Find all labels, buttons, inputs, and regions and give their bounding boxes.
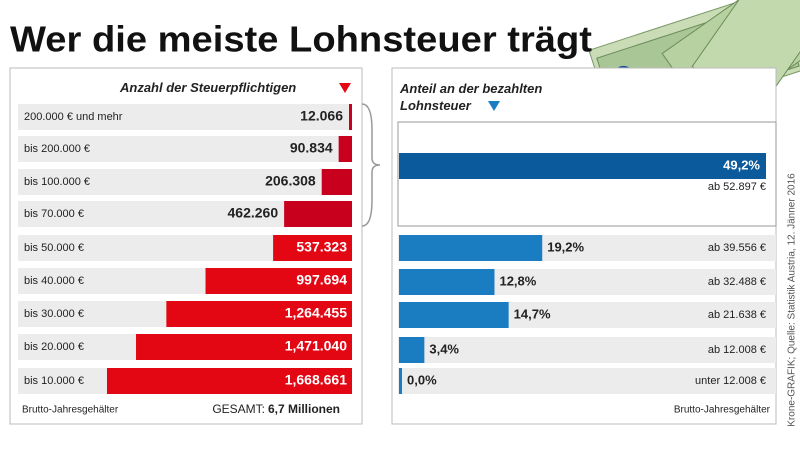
category-label: ab 39.556 €	[708, 242, 766, 254]
bar	[205, 268, 352, 294]
total-label: GESAMT:	[212, 402, 265, 416]
category-label: ab 12.008 €	[708, 344, 766, 356]
bar	[399, 235, 543, 261]
bar	[107, 368, 352, 394]
credit: Krone-GRAFIK; Quelle: Statistik Austria,…	[787, 173, 798, 427]
bar	[136, 334, 352, 360]
legend-triangle	[488, 101, 500, 111]
row-background	[18, 169, 352, 195]
axis-label: Brutto-Jahresgehälter	[674, 405, 771, 416]
bar	[399, 368, 402, 394]
axis-label: Brutto-Jahresgehälter	[22, 405, 119, 416]
value-label: 206.308	[265, 173, 316, 189]
bar	[399, 337, 425, 363]
total-value: 6,7 Millionen	[268, 402, 340, 416]
value-label: 537.323	[296, 239, 347, 255]
value-label: 19,2%	[547, 239, 584, 254]
legend-triangle	[339, 83, 351, 93]
category-label: 200.000 € und mehr	[24, 111, 123, 123]
bar	[166, 301, 352, 327]
bar	[399, 153, 766, 179]
category-label: ab 21.638 €	[708, 309, 766, 321]
value-label: 462.260	[228, 205, 279, 221]
value-label: 1,264.455	[285, 305, 347, 321]
value-label: 49,2%	[723, 157, 760, 172]
value-label: 12.066	[300, 108, 343, 124]
row-background	[18, 136, 352, 162]
bar	[284, 201, 352, 227]
row-background	[398, 368, 776, 394]
category-label: bis 10.000 €	[24, 375, 84, 387]
category-label: bis 30.000 €	[24, 308, 84, 320]
bar	[399, 269, 495, 295]
bar	[399, 302, 509, 328]
category-label: bis 100.000 €	[24, 176, 90, 188]
category-label: bis 20.000 €	[24, 341, 84, 353]
bar	[338, 136, 352, 162]
value-label: 3,4%	[429, 341, 459, 356]
panel-title: Anteil an der bezahlten Lohnsteuer	[400, 81, 543, 113]
category-label: bis 40.000 €	[24, 275, 84, 287]
category-label: ab 52.897 €	[708, 181, 766, 193]
value-label: 0,0%	[407, 372, 437, 387]
category-label: bis 50.000 €	[24, 242, 84, 254]
row-background	[398, 337, 776, 363]
value-label: 14,7%	[514, 306, 551, 321]
panel-title: Anzahl der Steuerpflichtigen	[120, 80, 297, 95]
value-label: 12,8%	[499, 273, 536, 288]
bar	[349, 104, 352, 130]
page-title: Wer die meiste Lohnsteuer trägt	[10, 19, 592, 60]
bar	[273, 235, 352, 261]
category-label: bis 70.000 €	[24, 208, 84, 220]
value-label: 997.694	[296, 272, 347, 288]
category-label: bis 200.000 €	[24, 143, 90, 155]
category-label: ab 32.488 €	[708, 276, 766, 288]
value-label: 1,471.040	[285, 338, 347, 354]
row-background	[18, 104, 352, 130]
bar	[321, 169, 352, 195]
brace	[361, 103, 381, 227]
value-label: 90.834	[290, 140, 333, 156]
value-label: 1,668.661	[285, 372, 347, 388]
category-label: unter 12.008 €	[695, 375, 766, 387]
